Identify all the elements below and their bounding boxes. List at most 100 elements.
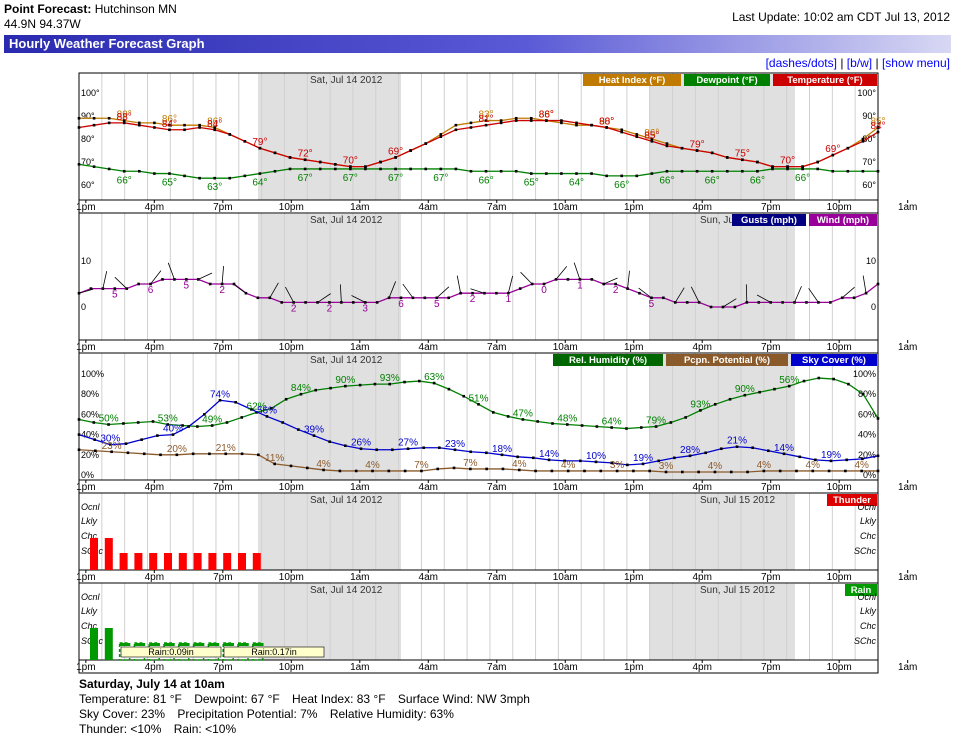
dewpoint-point: [665, 169, 669, 173]
thunder-bar: [223, 553, 232, 570]
pcpn-point: [289, 464, 293, 468]
temperature-point: [801, 165, 804, 168]
pcpn-point: [778, 469, 782, 473]
legend-box: [845, 584, 877, 596]
sky-cover-point: [829, 459, 833, 463]
x-tick-label: 4pm: [692, 202, 711, 213]
pcpn-point: [485, 467, 488, 471]
temperature-data-label: 88°: [117, 112, 132, 123]
temperature-point: [771, 165, 774, 168]
dewpoint-data-label: 66°: [750, 175, 765, 186]
rain-bar: [90, 628, 98, 660]
dewpoint-point: [590, 172, 593, 175]
date-label: Sat, Jul 14 2012: [310, 495, 383, 506]
humidity-point: [299, 392, 303, 396]
wind-point: [566, 278, 570, 281]
sky-cover-data-label: 21%: [727, 436, 747, 447]
dashes-dots-link[interactable]: [dashes/dots]: [765, 56, 837, 70]
wind-point: [662, 296, 665, 300]
x-tick-label: 1am: [898, 482, 917, 493]
temperature-point: [529, 119, 533, 122]
dewpoint-point: [394, 167, 397, 171]
temperature-point: [484, 123, 488, 127]
sky-cover-data-label: 27%: [398, 438, 418, 449]
x-tick-label: 7pm: [213, 202, 232, 213]
dewpoint-data-label: 66°: [659, 175, 674, 186]
humidity-data-label: 62%: [247, 401, 267, 412]
temperature-point: [831, 153, 835, 157]
sky-cover-point: [720, 447, 723, 451]
humidity-point: [373, 382, 377, 386]
x-tick-label: 7pm: [213, 342, 232, 353]
pcpn-data-label: 21%: [216, 443, 236, 454]
x-tick-label: 1pm: [76, 662, 95, 673]
pcpn-point: [746, 470, 749, 474]
humidity-point: [699, 409, 702, 412]
heat-index-point: [198, 123, 201, 127]
show-menu-link[interactable]: [show menu]: [881, 56, 950, 70]
x-tick-label: 4pm: [145, 202, 164, 213]
x-tick-label: 10pm: [827, 572, 852, 583]
x-tick-label: 4am: [419, 482, 438, 493]
wind-point: [709, 305, 713, 309]
sky-cover-point: [767, 449, 770, 453]
wind-point: [89, 287, 93, 290]
heat-index-data-label: 86°: [644, 128, 659, 139]
humidity-data-label: 90%: [335, 375, 355, 386]
wind-data-label: 1: [577, 280, 583, 291]
heat-index-data-label: 89°: [117, 110, 132, 121]
wind-barb: [470, 288, 485, 294]
humidity-point: [565, 423, 569, 426]
y-tick-label: SChc: [854, 546, 877, 556]
sky-cover-point: [594, 460, 598, 464]
humidity-point: [728, 397, 732, 401]
temperature-point: [258, 146, 262, 150]
date-label: Sun, Jul 15 2012: [700, 495, 775, 506]
humidity-data-label: 51%: [468, 393, 488, 404]
temperature-point: [545, 119, 548, 122]
heat-index-point: [454, 123, 458, 127]
pcpn-point: [175, 453, 179, 457]
sky-cover-data-label: 23%: [445, 439, 465, 450]
sky-cover-point: [93, 438, 96, 441]
night-shading: [258, 214, 401, 340]
rain-bar-top: [164, 643, 174, 646]
dewpoint-data-label: 67°: [298, 173, 313, 184]
humidity-point: [447, 387, 451, 391]
dewpoint-point: [741, 169, 744, 173]
y-tick-label: 40%: [858, 430, 876, 440]
night-shading: [649, 214, 795, 340]
wind-barb: [555, 266, 568, 280]
temperature-point: [756, 160, 759, 164]
humidity-data-label: 49%: [202, 415, 222, 426]
temperature-point: [198, 126, 201, 129]
dewpoint-point: [409, 167, 412, 171]
wind-point: [507, 291, 510, 295]
humidity-point: [403, 380, 406, 384]
legend-label: Temperature (°F): [787, 75, 862, 86]
pcpn-data-label: 23%: [102, 441, 122, 452]
rain-bar: [118, 642, 131, 661]
wind-point: [554, 278, 558, 281]
dewpoint-point: [861, 169, 865, 173]
wind-data-label: 6: [148, 285, 154, 296]
sky-cover-line: [78, 399, 879, 466]
wind-barb: [402, 283, 414, 299]
dewpoint-point: [424, 167, 428, 171]
sky-cover-data-label: 30%: [100, 434, 120, 445]
heat-index-point: [77, 116, 81, 120]
humidity-data-label: 47%: [513, 408, 533, 419]
x-tick-label: 7pm: [213, 662, 232, 673]
humidity-point: [136, 421, 140, 424]
y-tick-label: 100°: [81, 88, 100, 98]
dewpoint-data-label: 66°: [795, 173, 810, 184]
rain-amount-label: Rain:0.09in: [148, 647, 194, 657]
bw-link[interactable]: [b/w]: [846, 56, 873, 70]
temperature-point: [499, 121, 503, 125]
wind-point: [256, 296, 260, 300]
humidity-point: [743, 393, 747, 397]
detail-dewpoint: Dewpoint: 67 °F: [194, 692, 280, 706]
wind-point: [817, 301, 820, 304]
humidity-point: [639, 426, 643, 429]
point-forecast-header: Point Forecast: Hutchinson MN 44.9N 94.3…: [4, 2, 177, 32]
